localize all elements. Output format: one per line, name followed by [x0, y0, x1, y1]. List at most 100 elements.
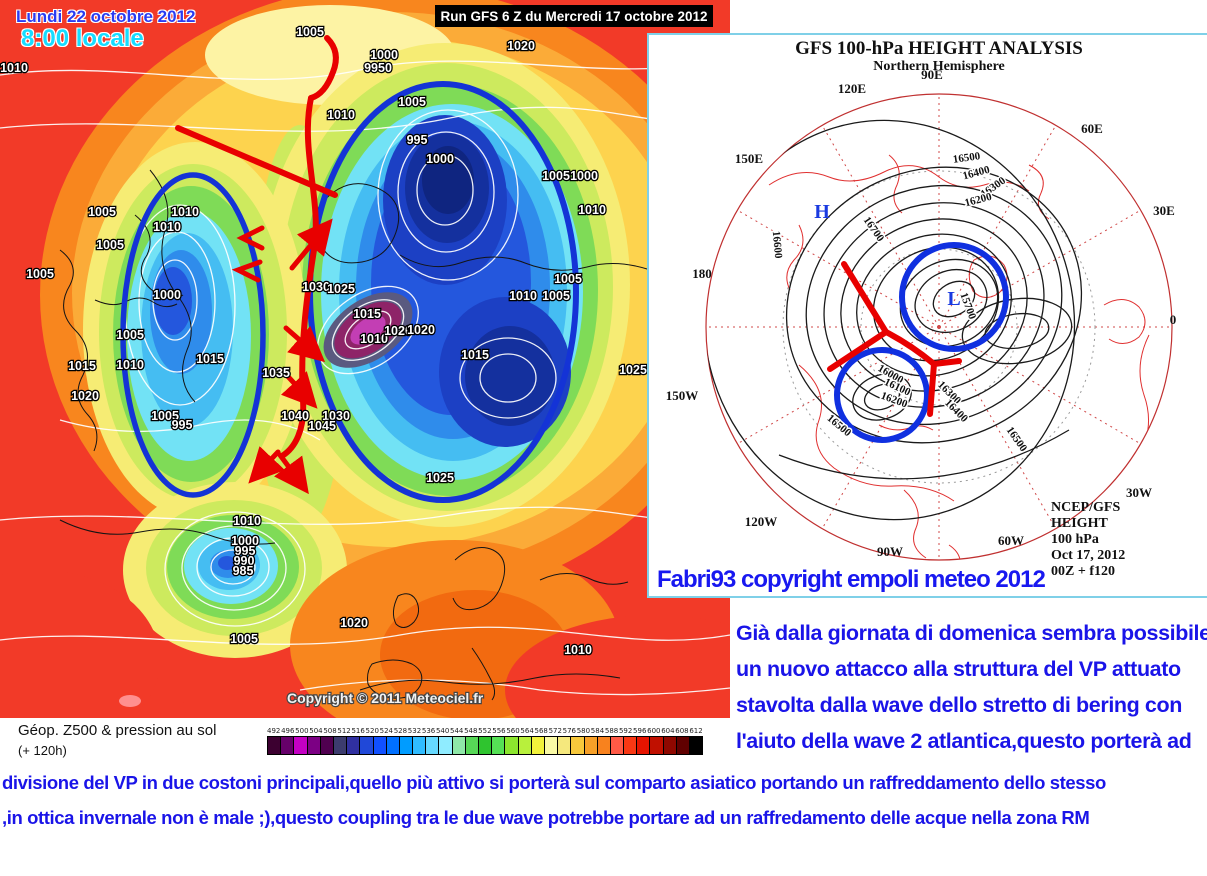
- map-label-text: 1005: [26, 267, 54, 281]
- commentary-line: un nuovo attacco alla struttura del VP a…: [736, 657, 1181, 681]
- map-label-text: 1015: [461, 348, 489, 362]
- scale-tick: 584: [590, 727, 605, 735]
- scale-tick: 592: [618, 727, 633, 735]
- contour-label-text: 16500: [952, 150, 981, 166]
- hemisphere-boundary: [705, 93, 1173, 561]
- map-label-text: 995: [235, 544, 256, 558]
- vortex-circle-lower: [834, 347, 930, 443]
- scale-color-cell: [373, 737, 387, 754]
- scale-tick: 504: [309, 727, 323, 735]
- map-label-text: 1005: [542, 169, 570, 183]
- scale-color-cell: [426, 737, 440, 754]
- scale-tick: 596: [633, 727, 647, 735]
- map-label-text: 1000: [153, 288, 181, 302]
- scale-tick: 604: [661, 727, 675, 735]
- scale-tick: 512: [337, 727, 351, 735]
- scale-color-cell: [531, 737, 545, 754]
- scale-tick: 524: [379, 727, 393, 735]
- contour-label-text: 16600: [770, 231, 784, 260]
- commentary-bottom: divisione del VP in due costoni principa…: [2, 765, 1207, 835]
- high-center-label: H: [814, 201, 830, 223]
- map-label-text: 1025: [426, 471, 454, 485]
- scale-color-cell: [584, 737, 598, 754]
- map-label-text: 985: [233, 564, 254, 578]
- commentary-line: ,in ottica invernale non è male ;),quest…: [2, 807, 1090, 828]
- scale-tick: 500: [295, 727, 309, 735]
- map-label-text: 1030: [322, 409, 350, 423]
- map-label-text: 995: [172, 418, 193, 432]
- date-label: Lundi 22 octobre 2012: [16, 7, 196, 26]
- scale-tick: 544: [450, 727, 464, 735]
- scale-tick: 588: [604, 727, 619, 735]
- scale-color-cell: [333, 737, 348, 754]
- scale-color-cell: [465, 737, 479, 754]
- map-label-text: 995: [407, 133, 428, 147]
- meridian-label-text: 90E: [921, 67, 943, 82]
- meridian-labels: 90E 120E 60E 150E 30E 180 0 150W 30W 120W 60W 90W: [666, 67, 1177, 559]
- contour-label-text: 16500: [1004, 425, 1030, 455]
- map-label-text: 1020: [384, 324, 412, 338]
- panel-title: GFS 100-hPa HEIGHT ANALYSIS: [795, 38, 1083, 59]
- info-line-text: HEIGHT: [1051, 516, 1108, 531]
- scale-tick: 608: [675, 727, 689, 735]
- map-label-text: 1005: [151, 409, 179, 423]
- map-label-text: 1000: [370, 48, 398, 62]
- map-label-text: 1015: [68, 359, 96, 373]
- scale-color-cell: [492, 737, 506, 754]
- meridian-label-text: 30E: [1153, 203, 1175, 218]
- map-label-text: 1010: [578, 203, 606, 217]
- scale-color-cell: [597, 737, 611, 754]
- scale-color-cell: [307, 737, 321, 754]
- scale-color-cell: [690, 737, 703, 754]
- vortex-circle-upper: [899, 242, 1009, 352]
- commentary-line: divisione del VP in due costoni principa…: [2, 772, 1106, 793]
- map-label-text: 1020: [71, 389, 99, 403]
- map-label-text: 1010: [360, 332, 388, 346]
- scale-color-cell: [518, 737, 532, 754]
- scale-color-cell: [452, 737, 466, 754]
- isobar-lines: [0, 59, 730, 696]
- scale-color-cell: [347, 737, 361, 754]
- scale-color-cell: [544, 737, 559, 754]
- map-label-text: 1015: [196, 352, 224, 366]
- scale-color-cell: [399, 737, 414, 754]
- map-label-text: 1010: [509, 289, 537, 303]
- scale-tick-values: 492 496 500 504 508 512 516 520 524 528 532 536 540 5…: [267, 727, 703, 735]
- wave-annotation-lines: [175, 35, 339, 495]
- map-label-text: 1000: [570, 169, 598, 183]
- meridian-graticule: [706, 94, 1172, 560]
- date-block: Lundi 22 octobre 2012 8:00 locale: [16, 8, 196, 51]
- scale-tick: 568: [534, 727, 548, 735]
- model-run-banner: Run GFS 6 Z du Mercredi 17 octobre 2012: [435, 5, 713, 27]
- scale-color-cell: [360, 737, 374, 754]
- panel-wave-lines: [827, 261, 962, 417]
- low-center-label: L: [947, 288, 960, 310]
- scale-color-cell: [676, 737, 690, 754]
- scale-tick: 612: [689, 727, 703, 735]
- info-line-text: Oct 17, 2012: [1051, 548, 1125, 563]
- contour-label-text: 16200: [963, 191, 993, 210]
- map-label-text: 1010: [171, 205, 199, 219]
- map-legend: Géop. Z500 & pression au sol (+ 120h) 49…: [0, 718, 730, 768]
- map-label-text: 1025: [619, 363, 647, 377]
- meridian-label-text: 120E: [838, 81, 866, 96]
- map-label-text: 1045: [308, 419, 336, 433]
- scale-color-cell: [281, 737, 295, 754]
- polar-stereographic-map: 90E 120E 60E 150E 30E 180 0 150W 30W 120W 60W 90W 1…: [666, 67, 1177, 579]
- commentary-line: stavolta dalla wave dello stretto di ber…: [736, 693, 1182, 717]
- info-line-text: 00Z + f120: [1051, 564, 1115, 579]
- map-label-text: 1035: [262, 366, 290, 380]
- map-label-text: 1010: [564, 643, 592, 657]
- color-scale: 492 496 500 504 508 512 516 520 524 528 532 536 540 5…: [267, 727, 703, 755]
- scale-color-cell: [571, 737, 585, 754]
- map-label-text: 1025: [327, 282, 355, 296]
- map-label-text: 1005: [398, 95, 426, 109]
- map-label-text: 1005: [96, 238, 124, 252]
- map-label-text: 1005: [554, 272, 582, 286]
- meridian-label-text: 30W: [1126, 485, 1152, 500]
- scale-tick: 528: [393, 727, 408, 735]
